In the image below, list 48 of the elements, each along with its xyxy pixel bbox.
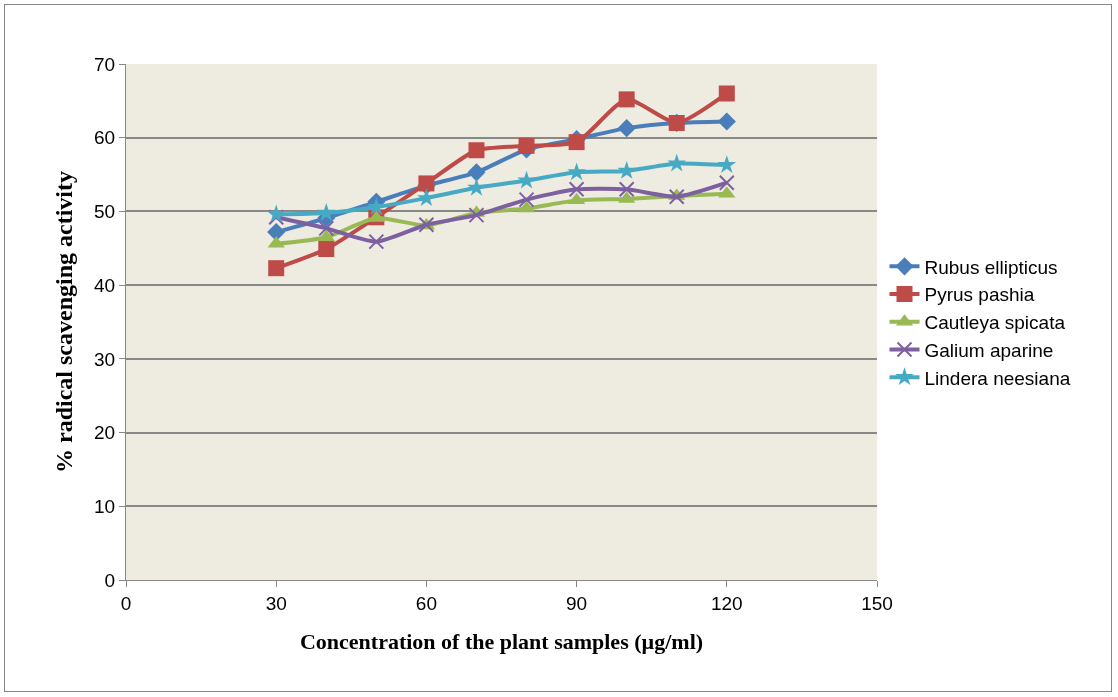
legend-label: Galium aparine [924, 339, 1054, 361]
point [518, 191, 535, 208]
point [718, 174, 735, 191]
point [316, 203, 336, 221]
y-axis-title: % radical scavenging activity [51, 171, 78, 473]
point [267, 222, 286, 242]
point [467, 178, 486, 196]
y-tick-label: 20 [94, 422, 116, 444]
point [618, 181, 635, 198]
point [368, 233, 385, 250]
x-tick-label: 0 [120, 592, 132, 614]
legend-label: Cautleya spicata [924, 312, 1066, 334]
point [568, 181, 585, 198]
legend-label: Pyrus pashia [924, 284, 1035, 306]
point [617, 119, 636, 138]
point [718, 85, 735, 102]
x-tick-label: 120 [710, 592, 743, 614]
y-tick-label: 30 [94, 348, 116, 370]
legend-label: Rubus ellipticus [924, 256, 1058, 278]
point [617, 161, 636, 179]
point [318, 220, 335, 237]
y-tick-label: 50 [94, 201, 116, 223]
x-tick-label: 30 [265, 592, 287, 614]
point [517, 170, 536, 189]
point [318, 241, 335, 258]
point [568, 134, 585, 151]
x-tick-label: 150 [861, 592, 893, 614]
point [668, 188, 685, 205]
point [468, 142, 485, 159]
y-tick-label: 0 [104, 569, 116, 591]
y-tick-label: 70 [94, 53, 116, 75]
point [266, 204, 286, 223]
point [717, 155, 737, 173]
point [667, 153, 687, 172]
x-axis-title: Concentration of the plant samples (µg/ml) [299, 628, 704, 654]
y-tick-label: 10 [94, 495, 116, 517]
point [468, 207, 485, 224]
point [518, 137, 535, 154]
point [717, 112, 736, 131]
y-tick-label: 60 [94, 127, 116, 149]
point [268, 260, 285, 277]
point [567, 162, 586, 181]
point [467, 163, 486, 182]
x-tick-label: 60 [415, 592, 437, 614]
y-tick-label: 40 [94, 274, 116, 296]
point [618, 91, 635, 108]
legend-label: Lindera neesiana [924, 367, 1071, 389]
x-tick-label: 90 [566, 592, 588, 614]
